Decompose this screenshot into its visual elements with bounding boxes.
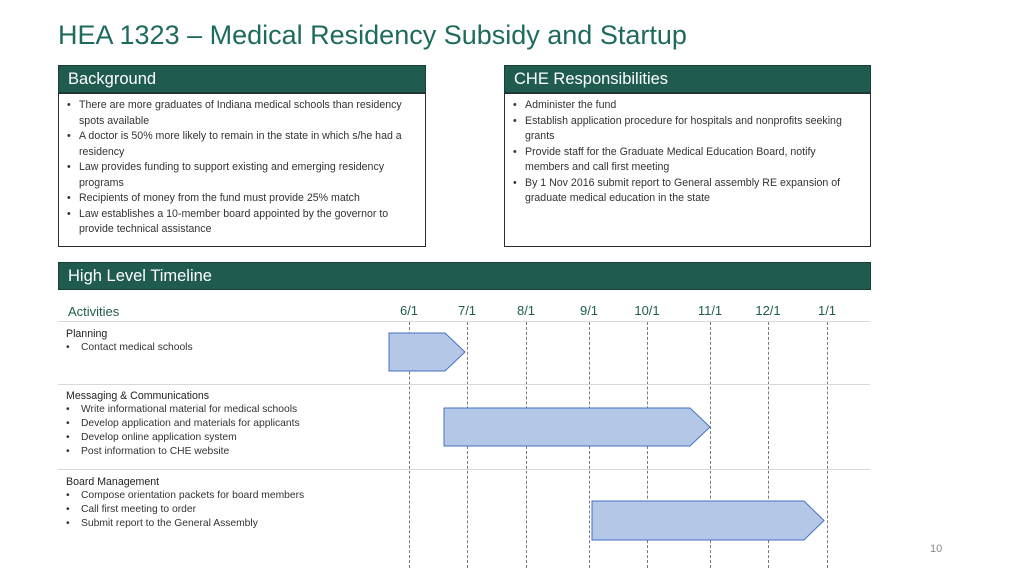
timeline-date: 9/1	[579, 303, 599, 318]
activity-group-planning: Planning Contact medical schools	[66, 327, 193, 355]
background-item: Law establishes a 10-member board appoin…	[67, 207, 417, 238]
activity-list: Compose orientation packets for board me…	[66, 489, 304, 531]
activity-list: Contact medical schools	[66, 341, 193, 355]
timeline-gridline	[768, 322, 769, 568]
page-title: HEA 1323 – Medical Residency Subsidy and…	[58, 20, 687, 50]
background-item: Law provides funding to support existing…	[67, 160, 417, 191]
activity-item: Call first meeting to order	[66, 503, 304, 517]
activity-group-title: Planning	[66, 328, 108, 340]
activity-item: Develop application and materials for ap…	[66, 417, 300, 431]
timeline-date: 12/1	[755, 303, 781, 318]
row-divider	[58, 384, 870, 385]
che-panel: Administer the fund Establish applicatio…	[504, 93, 871, 247]
background-item: A doctor is 50% more likely to remain in…	[67, 129, 417, 160]
timeline-bar-1	[443, 407, 711, 447]
background-heading: Background	[58, 65, 426, 93]
activity-item: Post information to CHE website	[66, 445, 300, 459]
che-heading: CHE Responsibilities	[504, 65, 871, 93]
activities-label: Activities	[68, 304, 120, 319]
timeline-date: 6/1	[399, 303, 419, 318]
page-number: 10	[930, 543, 943, 555]
row-divider	[58, 321, 870, 322]
che-item: By 1 Nov 2016 submit report to General a…	[513, 176, 862, 207]
timeline-date: 11/1	[697, 303, 723, 318]
che-item: Administer the fund	[513, 98, 862, 114]
row-divider	[58, 469, 870, 470]
timeline-heading: High Level Timeline	[58, 262, 871, 290]
timeline-bar-0	[388, 332, 466, 372]
che-item: Establish application procedure for hosp…	[513, 114, 862, 145]
background-list: There are more graduates of Indiana medi…	[67, 98, 417, 238]
timeline-date: 1/1	[817, 303, 837, 318]
timeline-date: 10/1	[634, 303, 660, 318]
activity-group-messaging: Messaging & Communications Write informa…	[66, 389, 300, 459]
activity-item: Write informational material for medical…	[66, 403, 300, 417]
activity-item: Contact medical schools	[66, 341, 193, 355]
background-item: There are more graduates of Indiana medi…	[67, 98, 417, 129]
timeline-date: 7/1	[457, 303, 477, 318]
activity-group-title: Board Management	[66, 476, 160, 488]
activity-group-title: Messaging & Communications	[66, 390, 210, 402]
activity-item: Develop online application system	[66, 431, 300, 445]
che-list: Administer the fund Establish applicatio…	[513, 98, 862, 207]
background-panel: There are more graduates of Indiana medi…	[58, 93, 426, 247]
background-heading-label: Background	[68, 70, 157, 88]
che-heading-label: CHE Responsibilities	[514, 70, 669, 88]
timeline-bar-2	[591, 500, 825, 541]
activity-group-board: Board Management Compose orientation pac…	[66, 475, 304, 531]
timeline-gridline	[827, 322, 828, 568]
background-item: Recipients of money from the fund must p…	[67, 191, 417, 207]
activity-item: Compose orientation packets for board me…	[66, 489, 304, 503]
timeline-gridline	[710, 322, 711, 568]
activity-item: Submit report to the General Assembly	[66, 517, 304, 531]
activity-list: Write informational material for medical…	[66, 403, 300, 459]
che-item: Provide staff for the Graduate Medical E…	[513, 145, 862, 176]
timeline-gridline	[409, 322, 410, 568]
timeline-date: 8/1	[516, 303, 536, 318]
timeline-heading-label: High Level Timeline	[68, 267, 212, 285]
